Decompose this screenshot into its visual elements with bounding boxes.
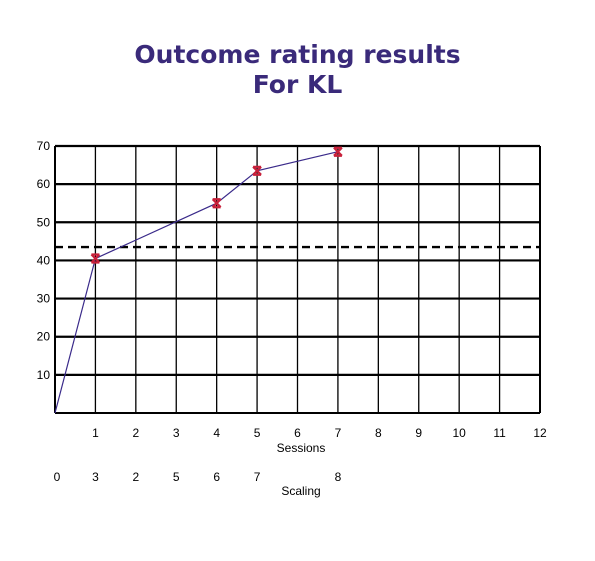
x-tick-label: 12 [533,426,547,440]
y-tick-label: 40 [37,253,51,267]
x-tick-label: 3 [173,426,180,440]
x-tick-label: 5 [254,426,261,440]
scaling-tick-label: 2 [132,470,139,484]
scaling-tick-label: 6 [213,470,220,484]
y-tick-label: 10 [37,368,51,382]
series-group [54,146,343,414]
x-tick-label: 10 [452,426,466,440]
x-tick-label: 9 [415,426,422,440]
marker-cross [333,146,343,157]
scaling-tick-label: 3 [92,470,99,484]
x-tick-label: 11 [493,426,506,440]
data-point-marker [211,198,222,209]
data-point-marker [333,146,343,157]
scaling-tick-labels: 0 3 2 5 6 7 8 [54,470,342,484]
x-tick-label: 8 [375,426,382,440]
y-tick-label: 60 [37,177,51,191]
y-tick-label: 20 [37,330,51,344]
chart-grid [54,144,541,414]
marker-cross [252,165,262,176]
scaling-axis-label: Scaling [281,484,320,498]
x-tick-label: 1 [92,426,99,440]
marker-cross [90,253,101,264]
scaling-tick-label: 0 [54,470,61,484]
y-tick-label: 70 [37,139,51,153]
scaling-tick-label: 8 [335,470,342,484]
x-tick-label: 7 [335,426,342,440]
data-point-marker [252,165,262,176]
y-tick-labels: 10 20 30 40 50 60 70 [37,139,51,382]
chart-title: Outcome rating results [134,40,461,69]
chart-subtitle: For KL [252,70,343,99]
y-tick-label: 30 [37,292,51,306]
x-tick-label: 2 [132,426,139,440]
x-axis-label: Sessions [277,441,326,455]
scaling-tick-label: 5 [173,470,180,484]
scaling-tick-label: 7 [254,470,261,484]
x-tick-label: 6 [294,426,301,440]
x-tick-labels: 1 2 3 4 5 6 7 8 9 10 11 12 [92,426,547,440]
x-tick-label: 4 [213,426,220,440]
y-tick-label: 50 [37,215,51,229]
marker-cross [211,198,222,209]
data-point-marker [90,253,101,264]
